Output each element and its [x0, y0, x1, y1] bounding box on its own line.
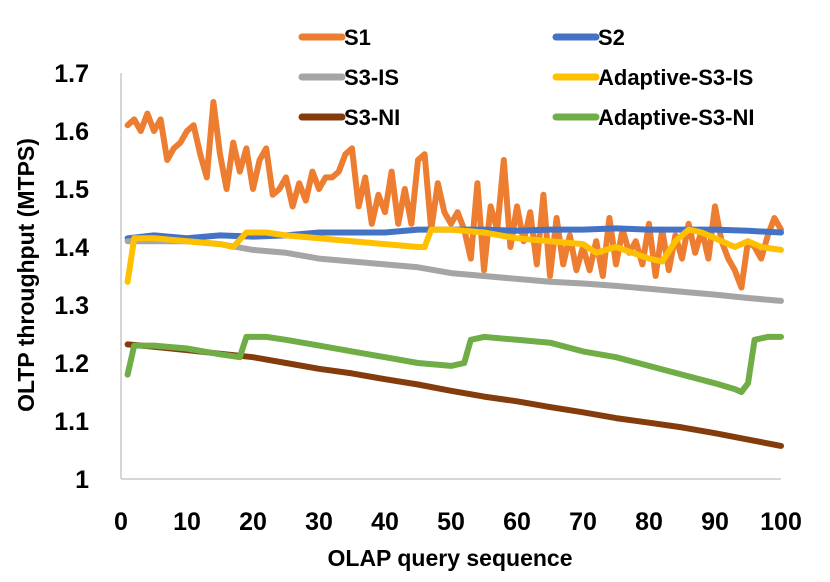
legend-label: Adaptive-S3-IS — [598, 65, 753, 90]
legend: S1 S2 S3-IS Adaptive-S3-IS S3-NI Adaptive-S3-… — [302, 25, 754, 130]
y-tick-label: 1.5 — [54, 176, 89, 204]
x-tick-label: 40 — [371, 508, 399, 536]
y-axis-ticks: 1 1.1 1.2 1.3 1.4 1.5 1.6 1.7 — [54, 60, 89, 494]
legend-label: S3-NI — [344, 105, 400, 130]
y-tick-label: 1.7 — [54, 60, 89, 88]
y-axis-title: OLTP throughput (MTPS) — [13, 138, 39, 412]
x-tick-label: 30 — [305, 508, 333, 536]
y-tick-label: 1.2 — [54, 350, 89, 378]
series-layer — [128, 102, 781, 446]
legend-label: S1 — [344, 25, 371, 50]
series-line-adaptive-s3-ni — [128, 337, 781, 392]
x-tick-label: 100 — [760, 508, 802, 536]
y-tick-label: 1.1 — [54, 408, 89, 436]
y-tick-label: 1.3 — [54, 292, 89, 320]
x-tick-label: 20 — [239, 508, 267, 536]
x-tick-label: 0 — [114, 508, 128, 536]
legend-label: Adaptive-S3-NI — [598, 105, 754, 130]
y-tick-label: 1 — [75, 466, 89, 494]
x-axis-title: OLAP query sequence — [328, 545, 573, 571]
x-axis-ticks: 0 10 20 30 40 50 60 70 80 90 100 — [114, 508, 802, 536]
x-tick-label: 90 — [701, 508, 729, 536]
x-tick-label: 80 — [635, 508, 663, 536]
x-tick-label: 70 — [569, 508, 597, 536]
x-tick-label: 60 — [503, 508, 531, 536]
plot-area — [121, 73, 781, 479]
series-line-s3-ni — [128, 344, 781, 446]
y-tick-label: 1.6 — [54, 118, 89, 146]
x-tick-label: 50 — [437, 508, 465, 536]
y-tick-label: 1.4 — [54, 234, 89, 262]
legend-label: S2 — [598, 25, 625, 50]
legend-label: S3-IS — [344, 65, 399, 90]
line-chart: 1 1.1 1.2 1.3 1.4 1.5 1.6 1.7 0 10 20 30 40 50 60 70 80… — [0, 0, 830, 582]
x-tick-label: 10 — [173, 508, 201, 536]
